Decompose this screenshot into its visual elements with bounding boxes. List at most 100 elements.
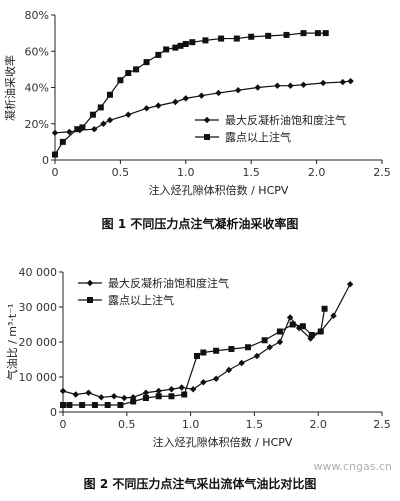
x-tick-label: 2.5	[373, 166, 391, 179]
data-point	[286, 314, 294, 321]
data-point	[51, 129, 59, 137]
data-point	[213, 347, 220, 354]
data-point	[155, 51, 162, 58]
y-tick-label: 30 000	[19, 301, 58, 314]
data-point	[254, 84, 261, 91]
x-tick-label: 2.5	[373, 418, 391, 431]
x-tick-label: 0.5	[118, 418, 136, 431]
legend-label: 露点以上注气	[225, 130, 291, 144]
x-tick-label: 0	[52, 166, 59, 179]
y-tick-label: 20 000	[19, 336, 58, 349]
legend-label: 最大反凝析油饱和度注气	[108, 276, 229, 290]
data-point	[330, 312, 337, 319]
data-point	[117, 402, 124, 408]
x-tick-label: 1.5	[246, 418, 264, 431]
x-axis-label: 注入烃孔隙体积倍数 / HCPV	[153, 435, 293, 449]
data-point	[79, 124, 86, 131]
data-point	[289, 321, 296, 328]
data-point	[253, 352, 261, 360]
data-point	[283, 31, 290, 38]
data-point	[198, 92, 205, 99]
data-point	[233, 35, 240, 42]
x-tick-label: 2.0	[308, 166, 326, 179]
y-tick-label: 20%	[25, 118, 49, 131]
y-axis-label: 气油比 / m³·t⁻¹	[5, 304, 19, 381]
data-point	[66, 128, 73, 136]
x-tick-label: 1.0	[177, 166, 195, 179]
data-point	[234, 87, 242, 94]
data-point	[121, 394, 128, 402]
data-point	[89, 111, 96, 118]
y-tick-label: 10 000	[19, 371, 58, 384]
data-point	[218, 35, 225, 42]
data-point	[300, 81, 307, 88]
data-point	[193, 353, 200, 359]
data-point	[215, 89, 222, 97]
data-point	[85, 389, 92, 396]
y-tick-label: 0	[42, 154, 49, 167]
data-point	[238, 359, 245, 367]
legend-label: 露点以上注气	[108, 293, 174, 307]
data-point	[265, 32, 272, 39]
data-point	[261, 337, 268, 344]
data-point	[339, 78, 346, 86]
data-point	[100, 120, 107, 127]
x-tick-label: 1.5	[242, 166, 260, 179]
data-point	[347, 77, 354, 85]
y-tick-label: 40 000	[19, 266, 58, 279]
data-point	[59, 138, 66, 145]
data-point	[125, 111, 132, 118]
data-point	[202, 37, 209, 44]
legend-marker	[86, 279, 94, 287]
data-point	[200, 379, 207, 386]
data-point	[300, 30, 307, 37]
data-point	[91, 402, 98, 408]
data-point	[168, 393, 175, 400]
legend-label: 最大反凝析油饱和度注气	[225, 113, 346, 127]
chart-2: 0 0.5 1.0 1.5 2.0 2.5 0 10 000 20 000 30 000 40 00…	[5, 266, 391, 449]
data-point	[346, 281, 354, 288]
data-point	[189, 386, 197, 393]
data-point	[163, 46, 170, 53]
data-point	[98, 394, 105, 401]
data-point	[172, 44, 179, 51]
x-tick-label: 0	[60, 418, 67, 431]
data-point	[225, 366, 233, 374]
data-point	[74, 126, 81, 133]
data-point	[172, 98, 179, 106]
data-point	[245, 344, 252, 351]
data-point	[200, 349, 207, 356]
data-point	[317, 328, 324, 335]
data-point	[59, 387, 67, 395]
data-point	[97, 104, 104, 111]
data-point	[178, 384, 185, 391]
data-point	[133, 66, 140, 73]
data-point	[299, 323, 306, 330]
data-point	[189, 39, 196, 46]
data-point	[308, 332, 315, 338]
x-tick-label: 0.5	[112, 166, 130, 179]
data-point	[91, 125, 98, 133]
series-diamond	[51, 77, 354, 137]
data-point	[155, 393, 162, 400]
y-tick-label: 0	[50, 406, 57, 419]
y-tick-label: 80%	[25, 9, 49, 22]
data-point	[143, 105, 150, 112]
legend-marker	[203, 116, 211, 124]
data-point	[52, 151, 58, 158]
data-point	[155, 102, 162, 109]
data-point	[276, 328, 283, 335]
data-point	[155, 387, 162, 395]
data-point	[248, 33, 255, 40]
y-tick-label: 40%	[25, 82, 49, 95]
data-point	[314, 30, 321, 37]
data-point	[228, 346, 235, 352]
data-point	[143, 59, 150, 66]
data-point	[168, 386, 175, 393]
data-point	[79, 402, 86, 408]
data-point	[66, 402, 73, 408]
legend-marker	[87, 297, 93, 303]
data-point	[181, 391, 188, 398]
data-point	[274, 82, 281, 89]
